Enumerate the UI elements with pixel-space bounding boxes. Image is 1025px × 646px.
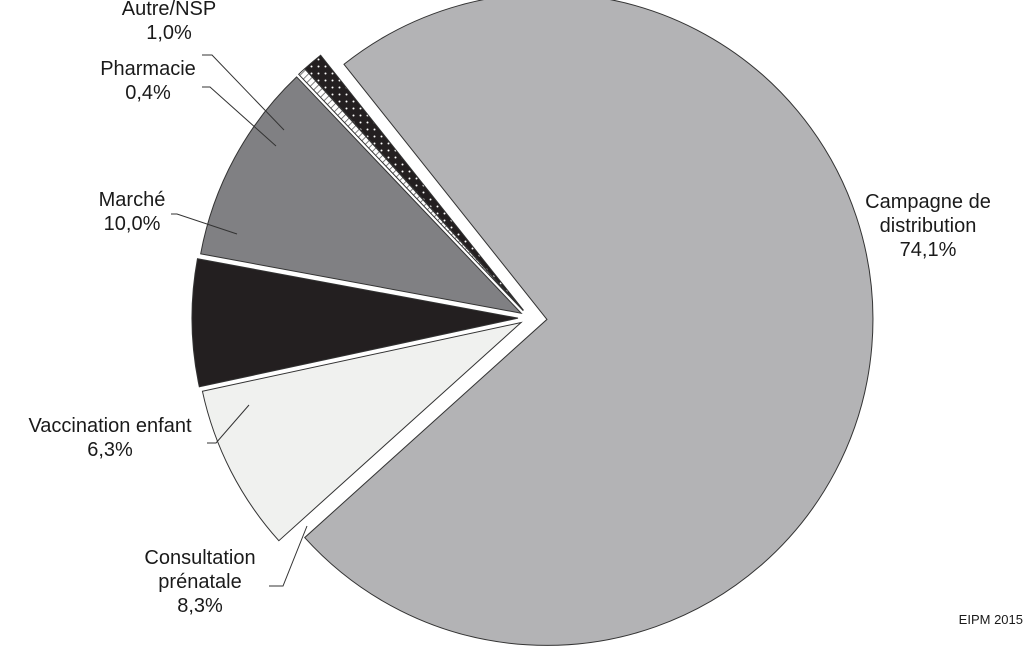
slice-label-vaccination-enfant: Vaccination enfant 6,3% (28, 415, 192, 461)
leader-line-pharmacie (202, 86, 277, 147)
slice-value-label: 1,0% (146, 22, 192, 44)
slice-value-label: 0,4% (125, 82, 171, 104)
leader-line-vaccination-enfant (207, 404, 250, 444)
pie-slice-vaccination-enfant (191, 258, 519, 388)
source-note: EIPM 2015 (959, 612, 1023, 627)
slice-name: distribution (880, 215, 977, 237)
slice-value-label: 6,3% (87, 439, 133, 461)
leader-line-marche (171, 213, 238, 235)
slice-label-consultation-prenatale: Consultation prénatale 8,3% (144, 547, 255, 617)
slice-name: Consultation (144, 547, 255, 569)
pie-slices (191, 0, 874, 646)
slice-name: Pharmacie (100, 58, 196, 80)
slice-value-label: 74,1% (900, 239, 957, 261)
slice-labels: Campagne de distribution 74,1% Consultation… (28, 0, 990, 617)
leader-line-consultation-prenatale (269, 525, 308, 587)
slice-name: Campagne de (865, 191, 991, 213)
slice-name: prénatale (158, 571, 241, 593)
slice-name: Vaccination enfant (28, 415, 192, 437)
pie-slice-consultation-prenatale (201, 321, 523, 542)
slice-name: Autre/NSP (122, 0, 216, 20)
slice-label-pharmacie: Pharmacie 0,4% (100, 58, 196, 104)
slice-value-label: 8,3% (177, 595, 223, 617)
pie-slice-autre-nsp (304, 54, 524, 311)
pie-slice-campagne-de-distribution (303, 0, 874, 646)
leader-line-autre-nsp (202, 54, 285, 131)
slice-label-autre-nsp: Autre/NSP 1,0% (122, 0, 216, 44)
slice-label-campagne-de-distribution: Campagne de distribution 74,1% (865, 191, 991, 261)
leader-lines (171, 54, 308, 587)
slice-name: Marché (99, 189, 166, 211)
slice-label-marche: Marché 10,0% (99, 189, 166, 235)
pie-slice-marche (200, 76, 523, 315)
slice-value-label: 10,0% (104, 213, 161, 235)
